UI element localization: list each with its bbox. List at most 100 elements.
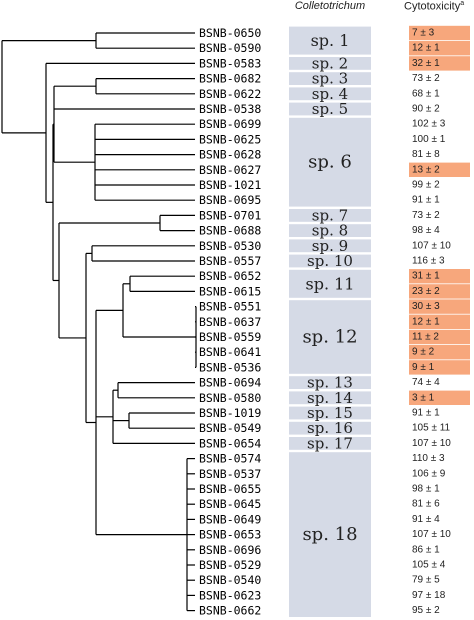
strain-label: BSNB-0557: [199, 254, 261, 268]
strain-label: BSNB-0695: [199, 193, 261, 207]
species-label: sp. 9: [312, 237, 348, 255]
cytotoxicity-value: 107 ± 10: [412, 438, 451, 449]
cytotoxicity-value: 9 ± 1: [412, 362, 435, 373]
cytotoxicity-value: 86 ± 1: [412, 544, 440, 555]
species-label: sp. 1: [311, 31, 350, 50]
strain-label: BSNB-1021: [199, 178, 261, 192]
strain-label: BSNB-0645: [199, 497, 261, 511]
strain-label: BSNB-0615: [199, 284, 261, 298]
cytotoxicity-value: 32 ± 1: [412, 58, 440, 69]
dendrogram: [1, 32, 197, 612]
cytotoxicity-value: 105 ± 11: [412, 423, 451, 434]
species-box: [289, 239, 371, 253]
species-boxes: sp. 1 sp. 2sp. 3sp. 4sp. 5 sp. 6 sp. 7sp. 8…: [289, 26, 371, 617]
strain-label: BSNB-0654: [199, 436, 261, 450]
strain-label: BSNB-0652: [199, 269, 261, 283]
strain-label: BSNB-0625: [199, 132, 261, 146]
toxicity-highlight: [409, 284, 470, 299]
species-label: sp. 16: [307, 419, 353, 437]
cytotoxicity-value: 102 ± 3: [412, 119, 446, 130]
strain-label: BSNB-0688: [199, 224, 261, 238]
species-label: sp. 14: [307, 389, 353, 407]
strain-label: BSNB-0655: [199, 482, 261, 496]
strain-label: BSNB-0559: [199, 330, 261, 344]
strain-label: BSNB-0628: [199, 148, 261, 162]
species-box: [289, 26, 371, 55]
cytotoxicity-value: 9 ± 2: [412, 347, 435, 358]
strain-label: BSNB-0537: [199, 467, 261, 481]
toxicity-highlight: [409, 56, 470, 71]
strain-label: BSNB-0536: [199, 360, 261, 374]
cytotoxicity-value: 95 ± 2: [412, 605, 440, 616]
toxicity-highlight: [409, 360, 470, 375]
species-label: sp. 11: [306, 274, 355, 293]
strain-label: BSNB-0627: [199, 163, 261, 177]
cytotoxicity-value: 73 ± 2: [412, 210, 440, 221]
cytotoxicity-value: 110 ± 3: [412, 453, 445, 464]
cytotoxicity-value: 91 ± 4: [412, 514, 440, 525]
cytotoxicity-value: 91 ± 1: [412, 195, 440, 206]
toxicity-highlight: [409, 299, 470, 314]
species-box: [289, 376, 371, 389]
cytotoxicity-value: 81 ± 8: [412, 149, 440, 160]
toxicity-highlight: [409, 314, 470, 329]
toxicity-highlight: [409, 329, 470, 345]
genus-column-header: Colletotrichum: [294, 0, 366, 12]
species-box: [289, 391, 371, 405]
strain-label: BSNB-0682: [199, 72, 261, 86]
cytotoxicity-value: 98 ± 1: [412, 484, 440, 495]
cytotoxicity-value: 91 ± 1: [412, 408, 440, 419]
species-label: sp. 3: [312, 70, 348, 88]
cytotoxicity-value: 105 ± 4: [412, 560, 446, 571]
toxicity-highlight: [409, 162, 470, 177]
cytotoxicity-column-header: Cytotoxicitya: [404, 0, 464, 13]
species-box: [289, 452, 371, 617]
species-box: [289, 421, 371, 435]
species-label: sp. 4: [312, 85, 348, 103]
strain-label: BSNB-0583: [199, 56, 261, 70]
cytotoxicity-header-text: Cytotoxicity: [404, 0, 461, 13]
species-box: [289, 254, 371, 268]
strain-label: BSNB-0662: [199, 604, 261, 618]
species-label: sp. 8: [312, 222, 348, 240]
strain-label: BSNB-0649: [199, 512, 261, 526]
species-box: [289, 102, 371, 116]
cytotoxicity-value: 3 ± 1: [412, 392, 435, 403]
species-label: sp. 17: [307, 434, 353, 452]
cytotoxicity-value: 31 ± 1: [412, 271, 440, 282]
species-label: sp. 18: [302, 524, 357, 545]
strain-label: BSNB-0590: [199, 41, 261, 55]
strain-label: BSNB-0694: [199, 376, 261, 390]
toxicity-highlight: [409, 269, 470, 284]
strain-label: BSNB-0574: [199, 452, 261, 466]
cytotoxicity-value: 68 ± 1: [412, 88, 440, 99]
cytotoxicity-column: 7 ± 3 12 ± 1 32 ± 1 73 ± 2 68 ± 1 90 ± 2 102 ±…: [409, 25, 470, 616]
species-label: sp. 6: [308, 152, 352, 173]
strain-label: BSNB-0530: [199, 239, 261, 253]
cytotoxicity-value: 7 ± 3: [412, 28, 435, 39]
strain-label: BSNB-0551: [199, 300, 261, 314]
strain-label: BSNB-0549: [199, 421, 261, 435]
cytotoxicity-header-footnote: a: [460, 0, 465, 7]
cytotoxicity-value: 106 ± 9: [412, 468, 446, 479]
cytotoxicity-value: 12 ± 1: [412, 43, 440, 54]
species-label: sp. 13: [307, 374, 353, 392]
toxicity-highlight: [409, 41, 470, 56]
strain-label: BSNB-0623: [199, 588, 261, 602]
species-label: sp. 2: [312, 54, 348, 72]
strain-label: BSNB-0696: [199, 543, 261, 557]
cytotoxicity-value: 74 ± 4: [412, 377, 440, 388]
strain-label: BSNB-0699: [199, 117, 261, 131]
cytotoxicity-value: 107 ± 10: [412, 240, 451, 251]
species-box: [289, 209, 371, 222]
strain-label: BSNB-0653: [199, 528, 261, 542]
toxicity-highlight: [409, 390, 470, 405]
strain-label: BSNB-0538: [199, 102, 261, 116]
species-label: sp. 5: [312, 100, 348, 118]
species-box: [289, 72, 371, 85]
species-label: sp. 10: [307, 252, 353, 270]
strain-label: BSNB-0650: [199, 26, 261, 40]
species-box: [289, 300, 371, 374]
